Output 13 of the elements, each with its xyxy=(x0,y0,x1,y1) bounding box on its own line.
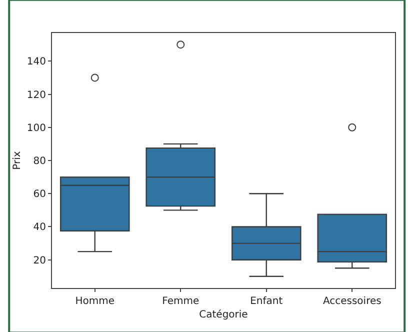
y-tick-label: 100 xyxy=(26,122,46,134)
x-tick-label: Enfant xyxy=(250,296,283,307)
x-tick-label: Accessoires xyxy=(322,296,382,307)
y-tick-label: 40 xyxy=(33,222,46,234)
y-tick-label: 80 xyxy=(33,156,46,167)
y-axis-title: Prix xyxy=(12,151,23,170)
x-tick-label: Homme xyxy=(75,296,115,307)
y-tick-label: 120 xyxy=(26,90,46,101)
x-tick-label: Femme xyxy=(162,296,200,307)
x-axis-title: Catégorie xyxy=(199,310,248,320)
y-tick-label: 60 xyxy=(33,189,46,200)
y-tick-label: 140 xyxy=(26,56,46,68)
y-tick-label: 20 xyxy=(33,255,46,266)
